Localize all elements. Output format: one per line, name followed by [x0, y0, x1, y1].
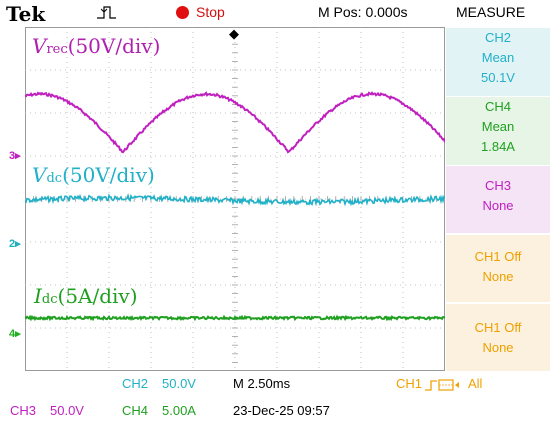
trigger-source[interactable]: CH1 — [396, 376, 423, 391]
trigger-mode: All — [468, 376, 483, 391]
brand-logo: Tek — [6, 2, 46, 26]
waveform-graticule — [25, 27, 445, 371]
measure-value: 50.1V — [481, 70, 515, 85]
status-bar: Tek Stop M Pos: 0.000s MEASURE — [0, 0, 550, 26]
measure-menu-title[interactable]: MEASURE — [456, 4, 526, 20]
timebase-readout: M 2.50ms — [233, 376, 291, 391]
measure-panel: CH2 Mean 50.1V CH4 Mean 1.84A CH3 None C… — [446, 27, 550, 371]
measure-type: None — [482, 269, 514, 284]
vrec-trace-label: Vrec(50V/div) — [32, 34, 161, 58]
ch2-scale: 50.0V — [162, 376, 196, 391]
horizontal-position-readout: M Pos: 0.000s — [318, 4, 408, 20]
measure-type: Mean — [481, 50, 515, 65]
ch4-ground-marker[interactable]: 4▸ — [9, 328, 21, 340]
ch2-label[interactable]: CH2 — [122, 376, 149, 391]
pulse-trigger-icon — [97, 6, 116, 19]
ch3-scale: 50.0V — [50, 403, 84, 418]
settings-readout-bar: CH2 50.0V M 2.50ms CH1 All CH3 50.0V CH4… — [0, 372, 550, 430]
idc-trace-label: Idc(5A/div) — [34, 284, 138, 308]
measure-slot-5[interactable]: CH1 Off None — [446, 303, 550, 371]
vdc-trace-label: Vdc(50V/div) — [32, 163, 155, 187]
measure-channel: CH1 Off — [474, 249, 522, 264]
measure-channel: CH2 — [484, 30, 511, 45]
measure-type: None — [482, 340, 514, 355]
ch4-scale: 5.00A — [162, 403, 196, 418]
vdc-waveform — [25, 192, 445, 207]
measure-type: Mean — [481, 119, 515, 134]
ch3-ground-marker[interactable]: 3▸ — [9, 150, 21, 162]
measure-channel: CH1 Off — [474, 320, 522, 335]
ch2-ground-marker[interactable]: 2▸ — [9, 238, 21, 250]
acquisition-status[interactable]: Stop — [196, 4, 225, 20]
measure-type: None — [482, 198, 514, 213]
measure-slot-1[interactable]: CH2 Mean 50.1V — [446, 27, 550, 96]
stop-indicator-icon — [176, 6, 189, 19]
measure-channel: CH3 — [484, 178, 511, 193]
date-time: 23-Dec-25 09:57 — [233, 403, 330, 418]
measure-channel: CH4 — [484, 99, 511, 114]
measure-slot-2[interactable]: CH4 Mean 1.84A — [446, 96, 550, 165]
vrec-waveform — [25, 91, 445, 154]
ch3-label[interactable]: CH3 — [10, 403, 37, 418]
ch4-label[interactable]: CH4 — [122, 403, 149, 418]
measure-slot-3[interactable]: CH3 None — [446, 165, 550, 233]
idc-waveform — [25, 314, 445, 322]
rising-edge-trigger-icon — [425, 379, 459, 391]
measure-value: 1.84A — [481, 139, 515, 154]
waveform-display — [25, 27, 445, 371]
trigger-position-marker-icon: ◆ — [229, 26, 239, 41]
measure-slot-4[interactable]: CH1 Off None — [446, 234, 550, 302]
